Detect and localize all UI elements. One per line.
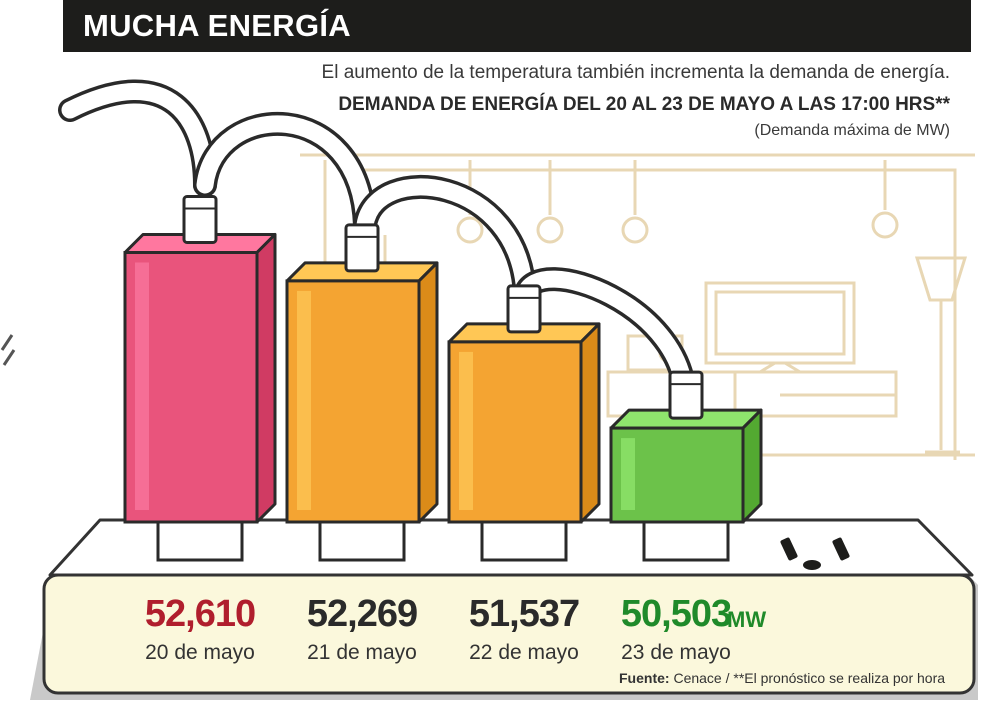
value-label-2: 52,269 xyxy=(306,593,418,635)
source-note: Fuente: Cenace / **El pronóstico se real… xyxy=(619,670,945,686)
chart-subtitle: (Demanda máxima de MW) xyxy=(754,122,950,139)
plug-highlight xyxy=(297,290,311,510)
plug-collar xyxy=(344,223,380,273)
plug-bars xyxy=(123,195,763,562)
plug-highlight xyxy=(621,438,635,510)
empty-outlet xyxy=(780,537,850,570)
plug-side xyxy=(417,261,439,524)
plug-bar-4 xyxy=(609,370,763,562)
power-strip xyxy=(30,518,978,700)
category-label-4: 23 de mayo xyxy=(621,641,731,664)
edge-marks xyxy=(0,334,16,366)
plug-collar xyxy=(506,284,542,334)
plug-collar xyxy=(668,370,704,420)
value-label-3: 51,537 xyxy=(468,593,580,635)
value-label-1: 52,610 xyxy=(144,593,256,635)
category-label-3: 22 de mayo xyxy=(469,641,579,664)
chart-title: DEMANDA DE ENERGÍA DEL 20 AL 23 DE MAYO … xyxy=(338,94,950,115)
plug-side xyxy=(579,322,601,524)
plug-bar-3 xyxy=(447,284,601,562)
value-label-4: 50,503 xyxy=(620,593,732,635)
source-label: Fuente: xyxy=(619,670,670,686)
plug-bar-2 xyxy=(285,223,439,562)
plug-highlight xyxy=(459,351,473,510)
page-title: MUCHA ENERGÍA xyxy=(83,8,351,43)
category-label-1: 20 de mayo xyxy=(145,641,255,664)
power-cables xyxy=(58,79,698,417)
unit-label: MW xyxy=(727,607,767,632)
title-bar xyxy=(63,0,971,52)
plug-bar-1 xyxy=(123,195,277,562)
plug-side xyxy=(255,233,277,524)
plug-side xyxy=(741,408,763,524)
plug-highlight xyxy=(135,262,149,510)
source-text: Cenace / **El pronóstico se realiza por … xyxy=(673,670,946,686)
category-label-2: 21 de mayo xyxy=(307,641,417,664)
intro-text: El aumento de la temperatura también inc… xyxy=(321,62,950,83)
plug-collar xyxy=(182,195,218,244)
